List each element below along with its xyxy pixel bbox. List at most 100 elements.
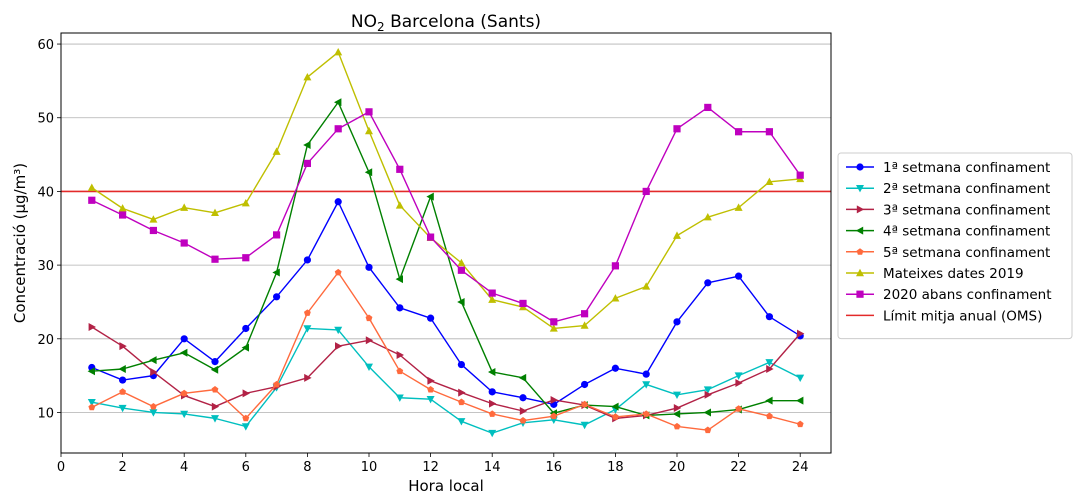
series-3-point-12 bbox=[427, 376, 435, 385]
series-3-point-9 bbox=[335, 342, 343, 351]
series-6-point-9 bbox=[334, 47, 343, 56]
series-7-point-19 bbox=[642, 187, 650, 196]
series-7-point-23 bbox=[765, 128, 773, 136]
series-6-point-8 bbox=[303, 73, 312, 81]
series-4-point-23 bbox=[765, 396, 773, 405]
x-tick-label-2: 2 bbox=[118, 460, 126, 475]
series-line-1 bbox=[91, 201, 801, 406]
series-6-point-13 bbox=[457, 258, 466, 267]
series-5-point-3 bbox=[149, 402, 157, 410]
series-line-3 bbox=[91, 326, 801, 420]
y-tick-label-60: 60 bbox=[37, 38, 54, 53]
legend-entry-5: 5ª setmana confinament bbox=[846, 245, 1050, 261]
series-6-point-14 bbox=[488, 295, 497, 303]
legend-marker-2 bbox=[856, 185, 864, 193]
series-line-4 bbox=[91, 101, 801, 417]
series-4-point-21 bbox=[703, 408, 711, 417]
series-7-point-1 bbox=[88, 196, 96, 204]
series-4 bbox=[87, 98, 804, 420]
series-6-point-17 bbox=[580, 321, 589, 329]
series-1-point-23 bbox=[765, 313, 774, 321]
series-2-point-23 bbox=[765, 359, 774, 367]
series-2-point-6 bbox=[241, 423, 250, 431]
series-1-point-19 bbox=[642, 370, 650, 378]
series-7-point-15 bbox=[519, 299, 527, 308]
series-4-point-15 bbox=[518, 373, 527, 382]
x-tick-label-22: 22 bbox=[730, 460, 747, 475]
y-axis-ticks: 10 20 30 40 50 60 bbox=[37, 38, 61, 421]
x-tick-label-14: 14 bbox=[484, 460, 501, 475]
legend-label-5: 5ª setmana confinament bbox=[883, 245, 1050, 261]
series-7-point-2 bbox=[119, 211, 127, 219]
series-6-point-23 bbox=[765, 177, 774, 186]
series-3-point-2 bbox=[119, 342, 127, 351]
x-tick-label-24: 24 bbox=[792, 460, 809, 475]
series-2-point-13 bbox=[457, 418, 466, 426]
series-5-point-1 bbox=[88, 403, 96, 411]
y-tick-label-30: 30 bbox=[37, 259, 54, 274]
series-6-point-3 bbox=[149, 215, 158, 223]
series-7-point-10 bbox=[365, 108, 373, 116]
series-2-point-1 bbox=[87, 398, 96, 407]
series-2-point-12 bbox=[426, 396, 435, 404]
series-3-point-14 bbox=[489, 399, 497, 408]
legend-entry-6: Mateixes dates 2019 bbox=[846, 266, 1024, 282]
y-tick-label-40: 40 bbox=[37, 185, 54, 200]
series-1-point-12 bbox=[427, 314, 435, 322]
series-5-point-7 bbox=[273, 380, 281, 388]
series-6 bbox=[87, 47, 805, 332]
series-5-point-6 bbox=[242, 414, 250, 422]
series-1-point-6 bbox=[242, 324, 250, 333]
series-5-point-11 bbox=[396, 367, 404, 375]
series-6-point-2 bbox=[118, 204, 127, 212]
series-2-point-14 bbox=[488, 429, 497, 438]
series-7-point-5 bbox=[211, 255, 219, 263]
series-2-point-19 bbox=[642, 381, 651, 389]
series-1-point-7 bbox=[273, 293, 281, 301]
legend-label-8: Límit mitja anual (OMS) bbox=[883, 308, 1042, 324]
x-tick-label-16: 16 bbox=[546, 460, 563, 475]
series-3-point-15 bbox=[519, 407, 528, 415]
series-3-point-6 bbox=[242, 389, 250, 398]
legend-marker-1 bbox=[856, 163, 864, 171]
series-5-point-15 bbox=[519, 416, 527, 424]
series-6-point-5 bbox=[211, 208, 219, 216]
series-3-point-13 bbox=[458, 388, 466, 397]
series-2-point-24 bbox=[796, 374, 805, 383]
y-tick-label-20: 20 bbox=[37, 333, 54, 348]
series-1-point-4 bbox=[180, 335, 188, 343]
series-3-point-5 bbox=[211, 402, 220, 411]
legend-label-6: Mateixes dates 2019 bbox=[883, 266, 1024, 282]
series-4-point-6 bbox=[241, 343, 249, 352]
series-2-point-17 bbox=[580, 421, 589, 430]
series-7-point-11 bbox=[396, 165, 404, 173]
series-1-point-8 bbox=[303, 256, 311, 264]
series-1-point-18 bbox=[611, 364, 620, 372]
grid-lines bbox=[61, 43, 831, 413]
series-4-point-10 bbox=[364, 168, 373, 177]
series-5-point-8 bbox=[303, 309, 311, 316]
series-5-point-21 bbox=[704, 426, 712, 434]
series-5 bbox=[88, 268, 804, 434]
series-6-point-1 bbox=[87, 183, 96, 191]
series-4-point-24 bbox=[796, 396, 804, 405]
series-7-point-18 bbox=[611, 262, 619, 270]
series-6-point-18 bbox=[611, 294, 620, 302]
series-6-point-16 bbox=[549, 324, 558, 332]
series-7-point-12 bbox=[427, 233, 435, 241]
series-5-point-18 bbox=[611, 413, 619, 420]
chart-title: NO2 Barcelona (Sants) bbox=[351, 12, 541, 34]
series-6-point-11 bbox=[395, 201, 404, 209]
series-7-point-21 bbox=[704, 103, 712, 112]
series-5-point-5 bbox=[211, 386, 219, 393]
legend-label-4: 4ª setmana confinament bbox=[883, 224, 1050, 240]
legend-entry-1: 1ª setmana confinament bbox=[846, 160, 1050, 176]
series-5-point-9 bbox=[334, 268, 342, 276]
series-4-point-18 bbox=[611, 402, 619, 411]
series-1-point-9 bbox=[334, 198, 342, 206]
series-1-point-5 bbox=[211, 358, 219, 366]
series-1-point-10 bbox=[365, 263, 373, 271]
series-6-point-22 bbox=[734, 203, 743, 211]
series-7-point-24 bbox=[796, 171, 804, 179]
